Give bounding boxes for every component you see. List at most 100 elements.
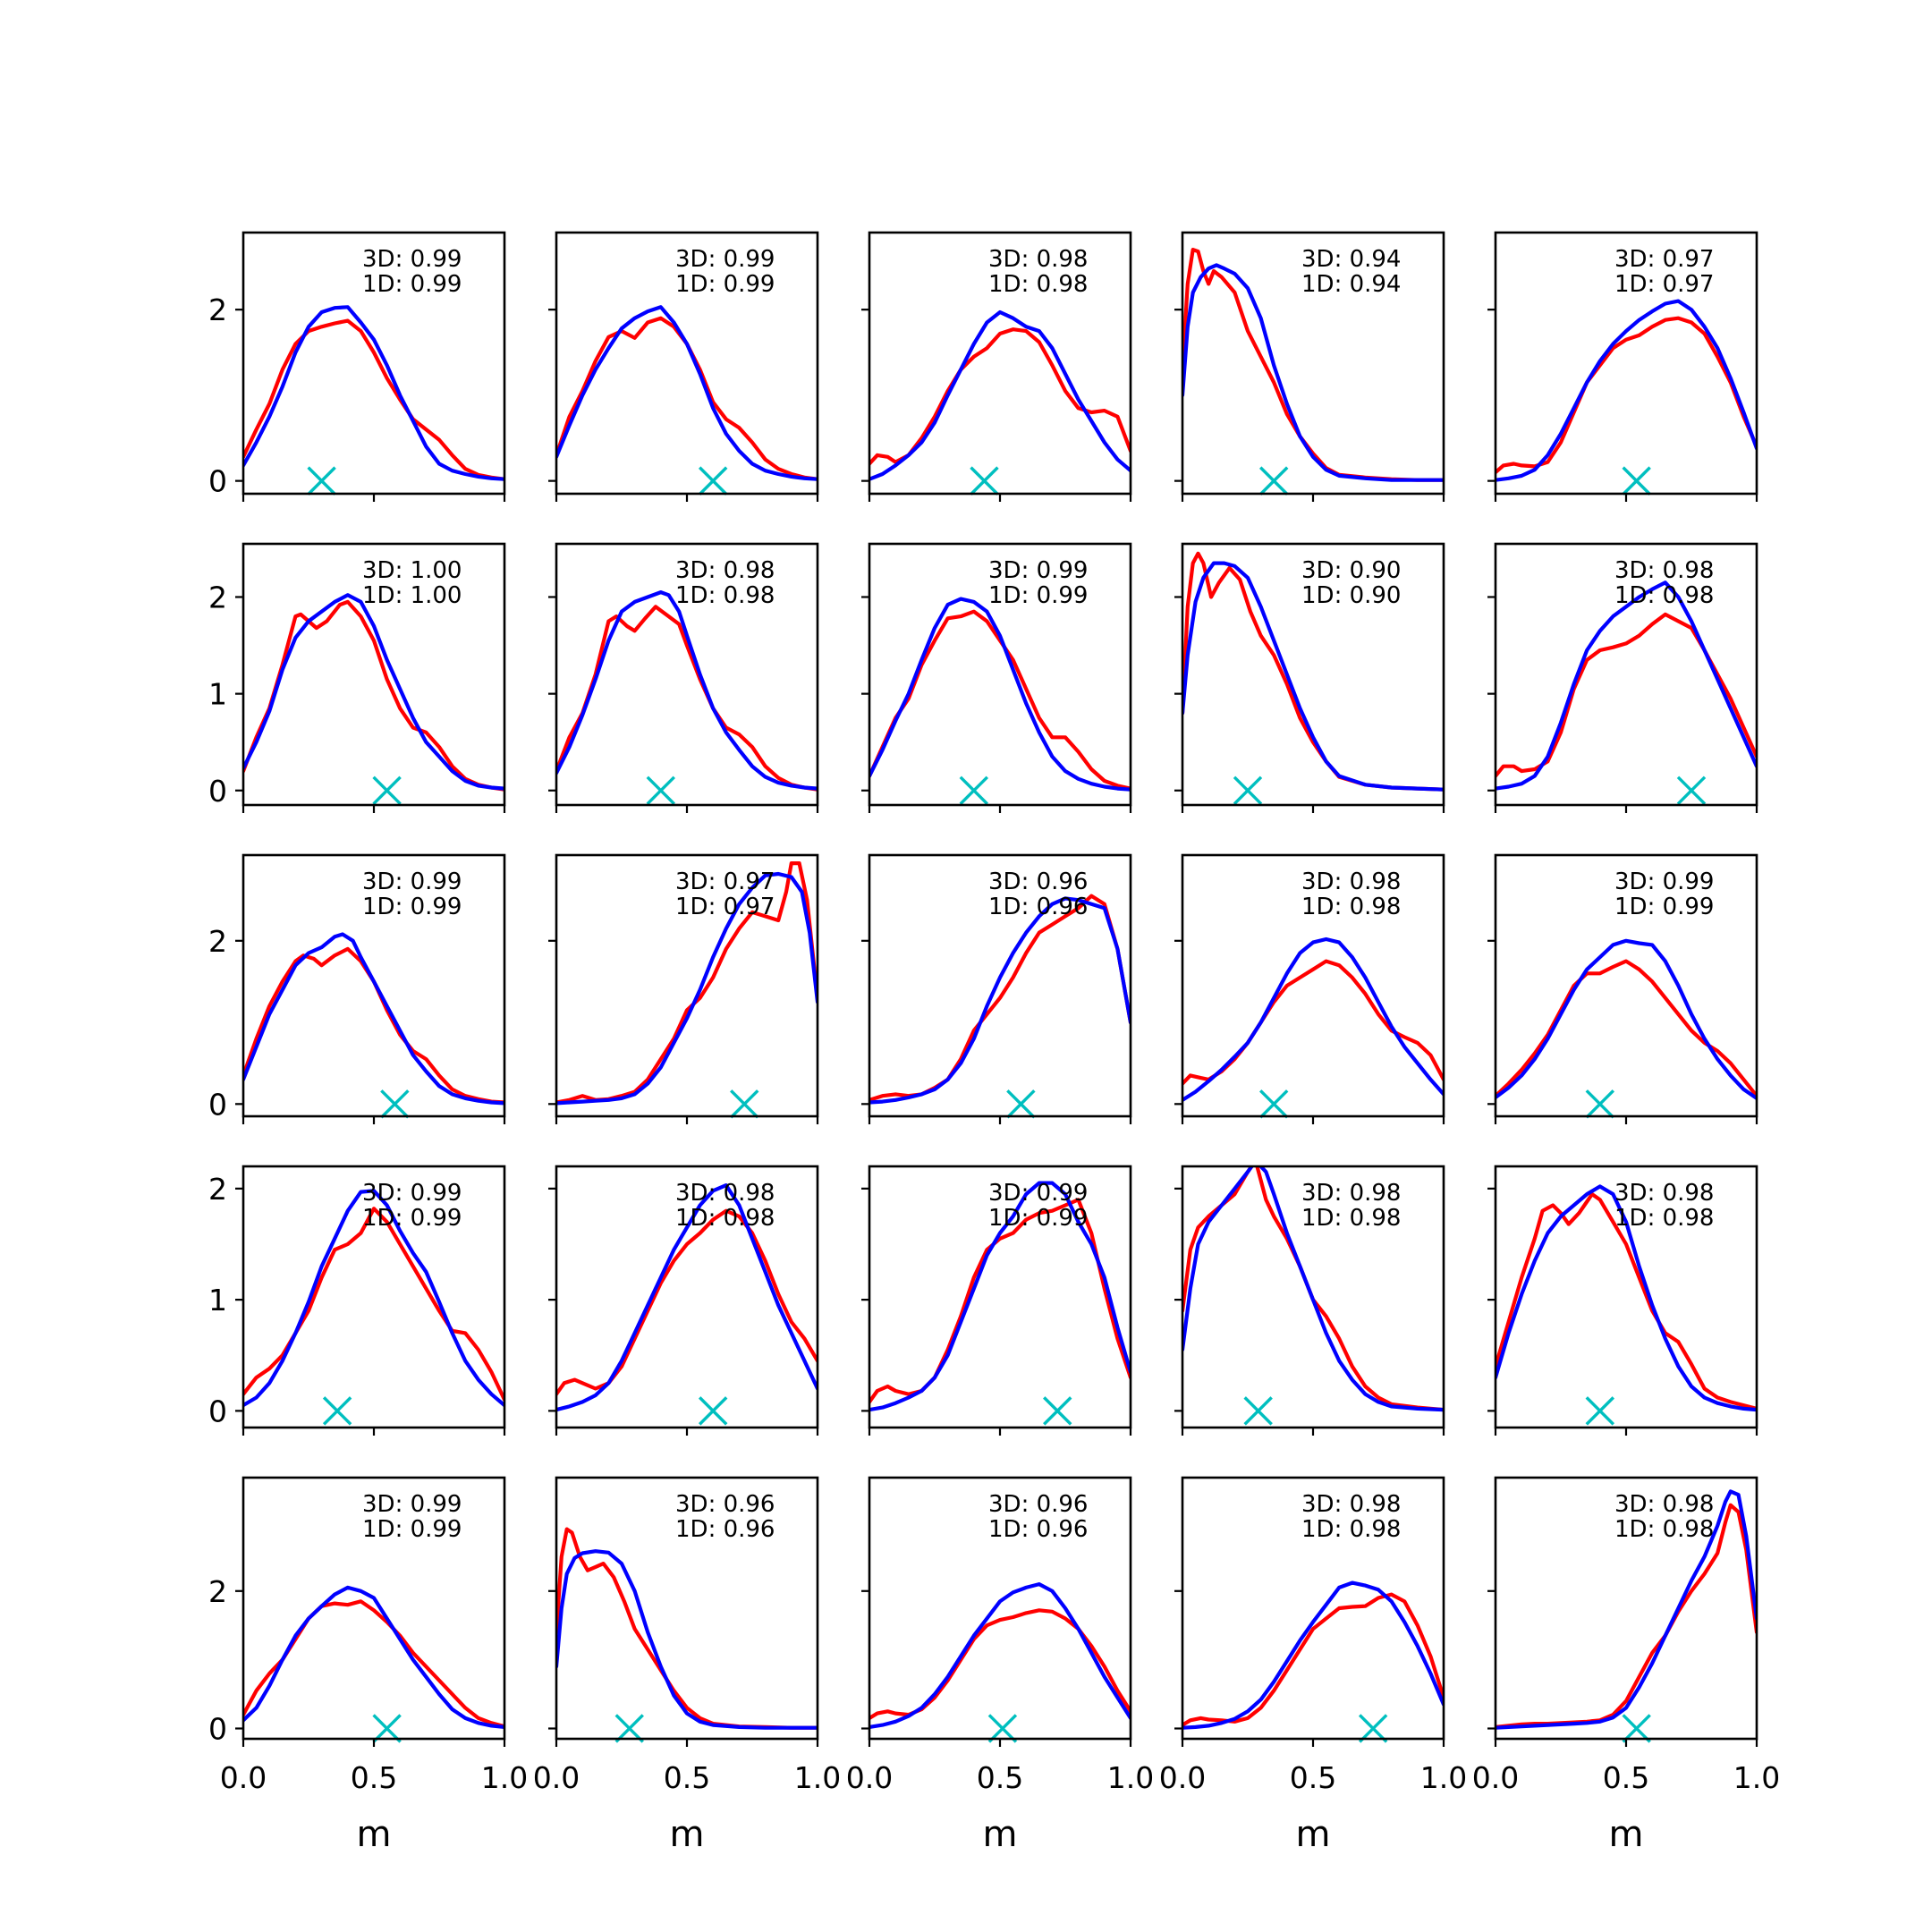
x-marker: [959, 775, 989, 805]
blue-curve: [556, 589, 818, 791]
x-marker: [646, 775, 676, 805]
y-tick-label: 1: [208, 677, 227, 712]
blue-curve: [243, 1585, 504, 1730]
annotation-1d: 1D: 0.98: [1614, 1205, 1714, 1232]
annotation-3d: 3D: 0.98: [1301, 1491, 1401, 1518]
blue-curve: [556, 305, 818, 481]
x-tick-label: 0.5: [1290, 1760, 1336, 1795]
annotation-3d: 3D: 0.97: [675, 869, 775, 895]
x-marker: [1585, 1089, 1615, 1119]
y-tick-label: 0: [208, 464, 227, 499]
x-marker: [307, 466, 336, 496]
annotation-3d: 3D: 0.96: [988, 1491, 1088, 1518]
x-marker: [1622, 1714, 1651, 1743]
annotation-1d: 1D: 0.97: [1614, 271, 1714, 298]
y-tick-label: 0: [208, 1711, 227, 1746]
red-curve: [1182, 1166, 1444, 1412]
annotation-1d: 1D: 0.98: [1614, 582, 1714, 609]
annotation-1d: 1D: 0.98: [1301, 1205, 1401, 1232]
x-axis-label: m: [1296, 1814, 1331, 1855]
annotation-3d: 3D: 0.98: [1614, 1491, 1714, 1518]
red-curve: [1182, 959, 1444, 1086]
x-marker: [1585, 1396, 1615, 1426]
annotation-3d: 3D: 0.99: [362, 869, 462, 895]
y-tick-label: 1: [208, 1283, 227, 1318]
annotation-3d: 3D: 0.96: [988, 869, 1088, 895]
annotation-3d: 3D: 0.98: [1614, 557, 1714, 584]
x-tick-label: 0.0: [1472, 1760, 1519, 1795]
annotation-3d: 3D: 0.98: [988, 246, 1088, 273]
x-marker: [1258, 1089, 1289, 1119]
red-curve: [243, 599, 504, 792]
annotation-1d: 1D: 0.98: [675, 582, 775, 609]
red-curve: [243, 318, 504, 481]
x-marker: [1258, 466, 1289, 496]
annotation-1d: 1D: 0.94: [1301, 271, 1401, 298]
blue-curve: [243, 593, 504, 791]
annotation-1d: 1D: 0.98: [1301, 894, 1401, 920]
blue-curve: [1182, 1166, 1444, 1412]
blue-curve: [243, 305, 504, 481]
y-tick-label: 2: [208, 292, 227, 327]
annotation-1d: 1D: 0.99: [362, 1205, 462, 1232]
x-marker: [987, 1714, 1018, 1743]
blue-curve: [243, 932, 504, 1106]
y-tick-label: 2: [208, 1574, 227, 1609]
x-axis-label: m: [357, 1814, 392, 1855]
x-tick-label: 0.0: [220, 1760, 267, 1795]
x-marker: [698, 1396, 728, 1426]
blue-curve: [869, 896, 1131, 1105]
x-marker: [1043, 1396, 1072, 1426]
blue-curve: [556, 1549, 818, 1730]
x-marker: [1622, 466, 1651, 496]
red-curve: [243, 946, 504, 1105]
annotation-1d: 1D: 1.00: [362, 582, 462, 609]
x-marker: [1358, 1714, 1388, 1743]
red-curve: [1496, 1191, 1757, 1411]
x-tick-label: 0.5: [1603, 1760, 1649, 1795]
annotation-3d: 3D: 0.96: [675, 1491, 775, 1518]
annotation-1d: 1D: 0.90: [1301, 582, 1401, 609]
x-marker: [1243, 1396, 1273, 1426]
x-tick-label: 0.5: [977, 1760, 1023, 1795]
red-curve: [243, 1207, 504, 1402]
x-tick-label: 1.0: [1420, 1760, 1467, 1795]
annotation-3d: 3D: 0.98: [1614, 1180, 1714, 1207]
blue-curve: [1496, 580, 1757, 791]
x-tick-label: 0.5: [351, 1760, 397, 1795]
x-marker: [698, 466, 728, 496]
annotation-1d: 1D: 0.99: [1614, 894, 1714, 920]
red-curve: [556, 1527, 818, 1730]
annotation-3d: 3D: 0.98: [675, 557, 775, 584]
annotation-3d: 3D: 0.99: [362, 1180, 462, 1207]
x-tick-label: 1.0: [794, 1760, 841, 1795]
annotation-3d: 3D: 0.94: [1301, 246, 1401, 273]
annotation-1d: 1D: 0.99: [675, 271, 775, 298]
x-tick-label: 1.0: [1733, 1760, 1780, 1795]
annotation-1d: 1D: 0.98: [675, 1205, 775, 1232]
red-curve: [1182, 1592, 1444, 1727]
x-marker: [970, 466, 999, 496]
red-curve: [556, 1208, 818, 1396]
y-tick-label: 0: [208, 774, 227, 809]
annotation-3d: 3D: 0.99: [675, 246, 775, 273]
y-tick-label: 0: [208, 1394, 227, 1428]
annotation-3d: 3D: 0.98: [1301, 869, 1401, 895]
